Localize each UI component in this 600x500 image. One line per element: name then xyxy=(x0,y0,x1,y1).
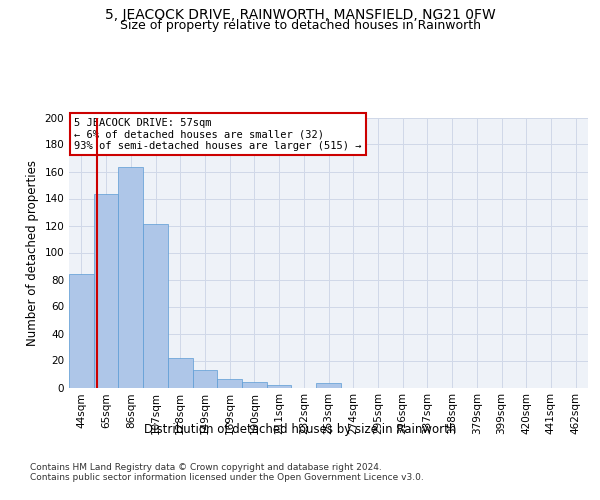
Bar xyxy=(118,168,143,388)
Bar xyxy=(193,370,217,388)
Y-axis label: Number of detached properties: Number of detached properties xyxy=(26,160,39,346)
Bar xyxy=(143,224,168,388)
Text: 5, JEACOCK DRIVE, RAINWORTH, MANSFIELD, NG21 0FW: 5, JEACOCK DRIVE, RAINWORTH, MANSFIELD, … xyxy=(104,8,496,22)
Text: 5 JEACOCK DRIVE: 57sqm
← 6% of detached houses are smaller (32)
93% of semi-deta: 5 JEACOCK DRIVE: 57sqm ← 6% of detached … xyxy=(74,118,362,150)
Bar xyxy=(242,382,267,388)
Text: Size of property relative to detached houses in Rainworth: Size of property relative to detached ho… xyxy=(119,19,481,32)
Bar xyxy=(69,274,94,388)
Bar xyxy=(316,384,341,388)
Text: Contains HM Land Registry data © Crown copyright and database right 2024.
Contai: Contains HM Land Registry data © Crown c… xyxy=(30,462,424,482)
Bar xyxy=(267,385,292,388)
Bar xyxy=(94,194,118,388)
Bar xyxy=(168,358,193,388)
Bar xyxy=(217,380,242,388)
Text: Distribution of detached houses by size in Rainworth: Distribution of detached houses by size … xyxy=(144,422,456,436)
